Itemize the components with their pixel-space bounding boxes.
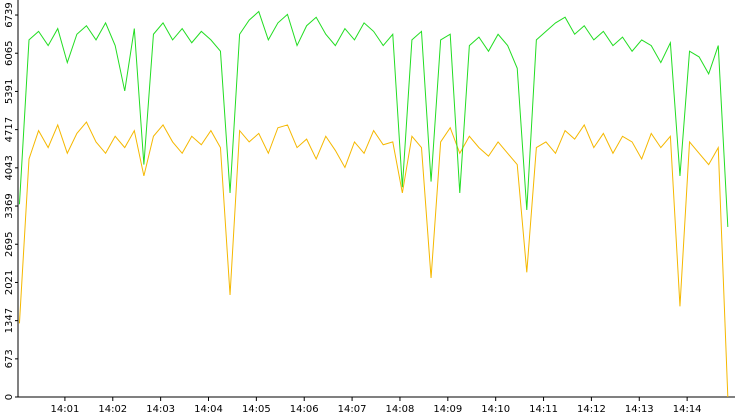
x-tick-label: 14:10 [481,404,510,415]
x-tick-label: 14:14 [673,404,702,415]
y-tick-label: 2695 [4,232,15,257]
x-tick-label: 14:09 [433,404,462,415]
y-tick-label: 673 [4,349,15,368]
series-line [18,10,729,227]
x-tick-label: 14:08 [386,404,415,415]
x-tick-label: 14:07 [338,404,367,415]
y-tick-label: 3369 [4,193,15,218]
x-tick-label: 14:04 [194,404,223,415]
x-tick-label: 14:03 [146,404,175,415]
y-tick-label: 1347 [4,308,15,333]
y-tick-label: 2021 [4,270,15,295]
x-tick-label: 14:12 [577,404,606,415]
y-tick-label: 6065 [4,40,15,65]
y-tick-label: 4043 [4,155,15,180]
x-tick-label: 14:11 [529,404,558,415]
y-tick-label: 5391 [4,79,15,104]
y-tick-label: 4717 [4,117,15,142]
y-tick-label: 0 [4,394,15,400]
x-tick-label: 14:01 [50,404,79,415]
series-line [18,121,729,398]
x-tick-label: 14:06 [290,404,319,415]
x-tick-label: 14:05 [242,404,271,415]
x-tick-label: 14:02 [98,404,127,415]
y-tick-label: 6739 [4,2,15,27]
x-tick-label: 14:13 [625,404,654,415]
